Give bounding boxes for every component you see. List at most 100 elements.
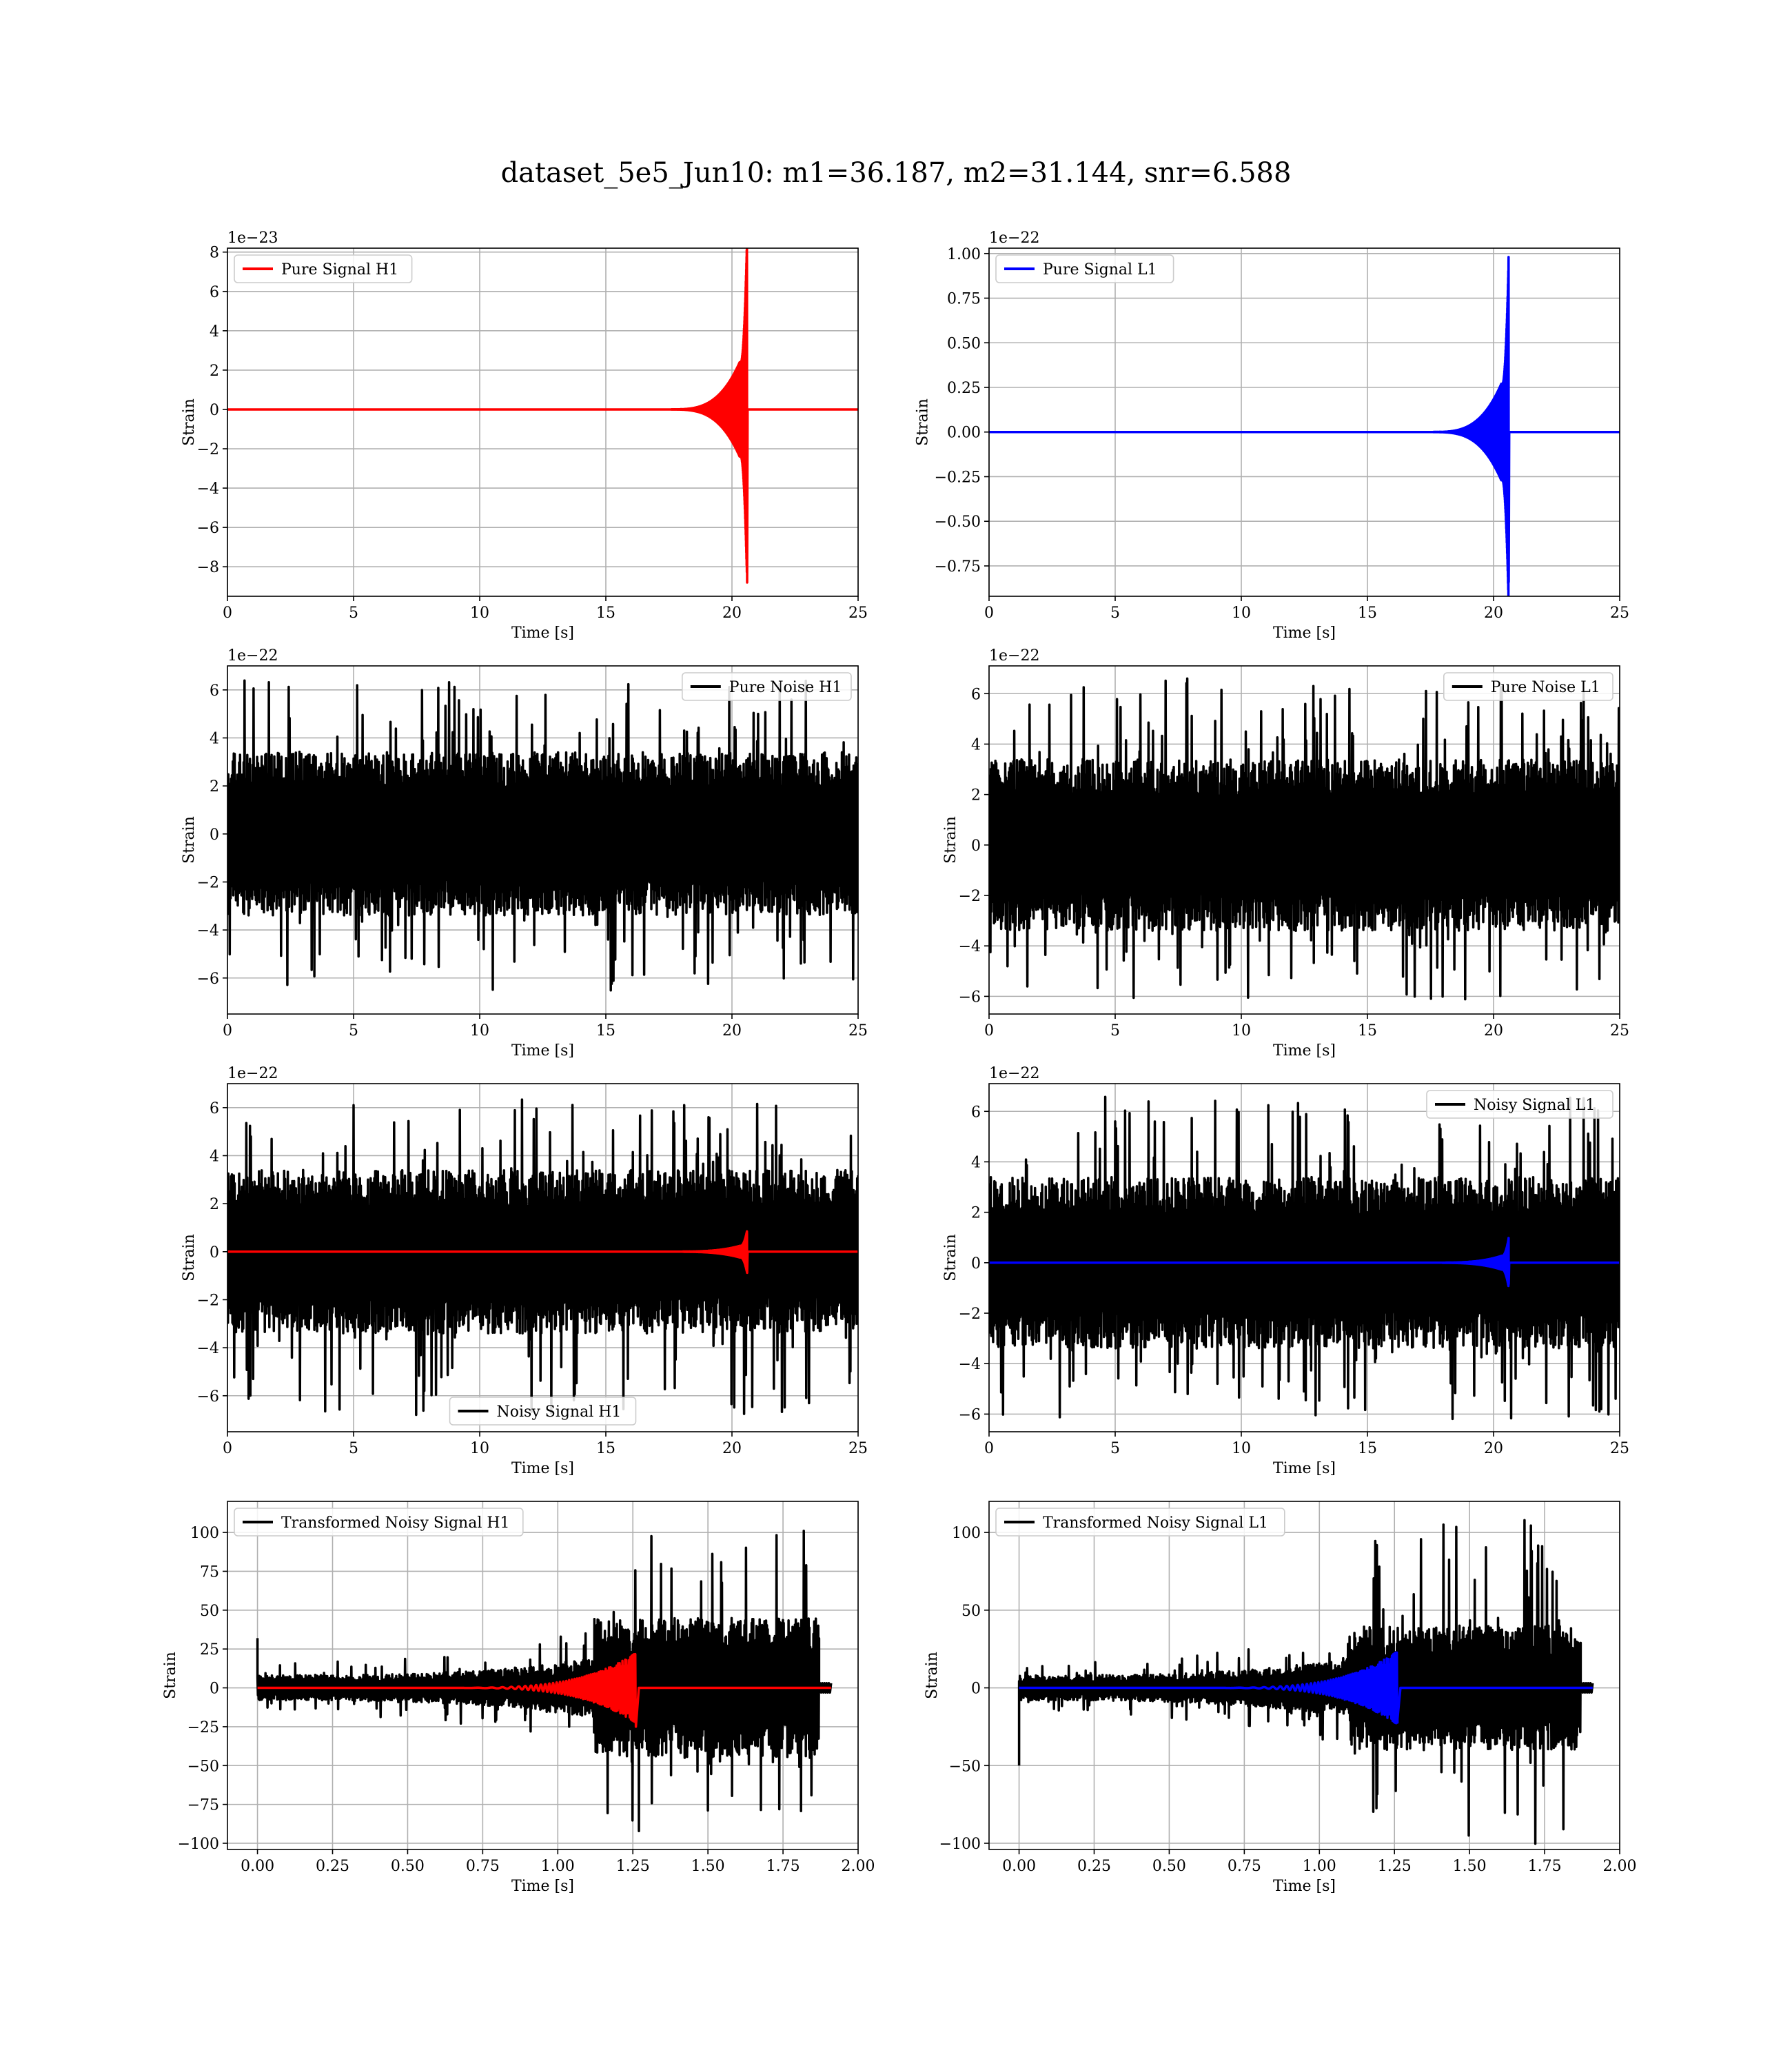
legend: Pure Noise H1 [681, 672, 852, 701]
legend-box [681, 672, 852, 701]
y-tick-label: 0.75 [947, 291, 981, 308]
x-tick-label: 15 [596, 1022, 615, 1040]
x-tick-label: 20 [722, 1022, 742, 1040]
x-axis-label: Time [s] [1273, 1878, 1336, 1895]
y-tick-label: 0.00 [947, 425, 981, 442]
series-line-pure-noise-l1 [989, 677, 1620, 1001]
x-tick-label: 20 [722, 1440, 742, 1457]
x-tick-label: 5 [1110, 1022, 1120, 1040]
x-tick-label: 25 [848, 1022, 868, 1040]
y-tick-label: 6 [971, 686, 981, 703]
x-tick-label: 5 [349, 1022, 358, 1040]
chart-transformed-noisy-signal-l1: 0.00 0.25 0.50 0.75 1.00 1.25 1.50 1.75 2.00 100 5… [924, 1501, 1636, 1895]
y-tick-label: −100 [939, 1836, 981, 1853]
x-tick-label: 0.50 [391, 1858, 425, 1875]
x-tick-label: 0.00 [241, 1858, 274, 1875]
series-line-pure-signal-l1 [989, 256, 1620, 596]
x-tick-label: 1.25 [1378, 1858, 1412, 1875]
grid [988, 248, 1620, 596]
y-tick-label: 0 [210, 402, 219, 419]
y-axis-label: Strain [162, 1652, 179, 1699]
y-tick-label: −2 [197, 1292, 219, 1309]
x-tick-label: 1.75 [1528, 1858, 1562, 1875]
series-line-transformed-noisy-signal-h1 [256, 1529, 833, 1832]
legend: Noisy Signal L1 [1426, 1090, 1613, 1119]
plot-area [989, 1095, 1620, 1421]
x-tick-label: 1.50 [691, 1858, 725, 1875]
y-tick-label: 4 [971, 1154, 981, 1171]
legend: Pure Signal H1 [234, 254, 413, 283]
x-tick-label: 10 [470, 1022, 489, 1040]
y-tick-label: −75 [187, 1797, 219, 1814]
x-tick-label: 15 [596, 1440, 615, 1457]
y-axis-label: Strain [181, 398, 198, 446]
x-tick-label: 20 [1484, 1022, 1503, 1040]
y-tick-label: 0 [210, 1681, 219, 1698]
x-tick-label: 2.00 [842, 1858, 875, 1875]
x-tick-label: 0 [984, 1022, 994, 1040]
x-tick-label: 0 [223, 605, 232, 622]
y-tick-label: −4 [197, 1340, 219, 1357]
x-tick-label: 15 [1358, 1022, 1377, 1040]
y-tick-label: −2 [959, 888, 981, 905]
y-tick-label: 0 [971, 1255, 981, 1273]
plot-area [256, 1529, 833, 1832]
x-tick-label: 15 [596, 605, 615, 622]
series-line-overlay-6 [257, 1652, 831, 1728]
legend-box [449, 1397, 637, 1426]
x-axis-label: Time [s] [511, 1460, 574, 1477]
y-tick-label: −4 [197, 922, 219, 940]
x-axis-label: Time [s] [511, 1878, 574, 1895]
series-line-transformed-noisy-signal-l1 [1017, 1519, 1594, 1845]
y-tick-label: 4 [210, 730, 219, 747]
axes-frame [988, 1501, 1620, 1850]
x-tick-label: 25 [848, 605, 868, 622]
x-axis-label: Time [s] [1273, 1042, 1336, 1060]
y-axis-label: Strain [181, 1234, 198, 1281]
y-tick-label: −4 [959, 1356, 981, 1373]
x-tick-label: 10 [1232, 1022, 1251, 1040]
y-tick-label: 100 [952, 1525, 981, 1542]
x-tick-label: 5 [1110, 1440, 1120, 1457]
legend: Pure Signal L1 [995, 254, 1174, 283]
y-tick-label: −6 [197, 971, 219, 988]
axes-frame [988, 247, 1620, 597]
legend-box [1443, 672, 1613, 701]
y-tick-label: −4 [197, 480, 219, 498]
y-tick-label: 6 [971, 1104, 981, 1121]
y-offset-text: 1e−22 [227, 1065, 278, 1082]
y-tick-label: 4 [210, 323, 219, 341]
plot-area [1017, 1519, 1594, 1845]
x-tick-label: 1.50 [1453, 1858, 1487, 1875]
y-tick-label: 50 [961, 1603, 981, 1620]
axes-frame [227, 1083, 859, 1432]
y-offset-text: 1e−23 [227, 230, 278, 247]
y-tick-label: 100 [190, 1525, 219, 1542]
y-tick-label: −8 [197, 559, 219, 576]
y-offset-text: 1e−22 [989, 647, 1039, 665]
y-tick-label: 25 [200, 1641, 219, 1659]
plot-area [989, 677, 1620, 1001]
x-tick-label: 10 [1232, 605, 1251, 622]
y-tick-label: −4 [959, 938, 981, 955]
y-tick-label: −0.50 [935, 514, 981, 531]
x-tick-label: 15 [1358, 1440, 1377, 1457]
y-tick-label: 8 [210, 245, 219, 262]
x-tick-label: 5 [349, 1440, 358, 1457]
x-tick-label: 25 [848, 1440, 868, 1457]
legend-box [1426, 1090, 1613, 1119]
series-line-noisy-signal-h1 [227, 1098, 858, 1417]
legend-label: Noisy Signal H1 [497, 1403, 622, 1421]
y-tick-label: 2 [210, 1196, 219, 1213]
x-tick-label: 20 [1484, 1440, 1503, 1457]
y-tick-label: −0.75 [935, 558, 981, 576]
y-tick-label: −6 [959, 989, 981, 1006]
x-tick-label: 0.75 [1228, 1858, 1261, 1875]
y-tick-label: −100 [178, 1836, 219, 1853]
y-axis-label: Strain [181, 816, 198, 864]
plot-area [227, 679, 858, 992]
y-tick-label: −2 [197, 874, 219, 891]
x-tick-label: 25 [1610, 1440, 1629, 1457]
